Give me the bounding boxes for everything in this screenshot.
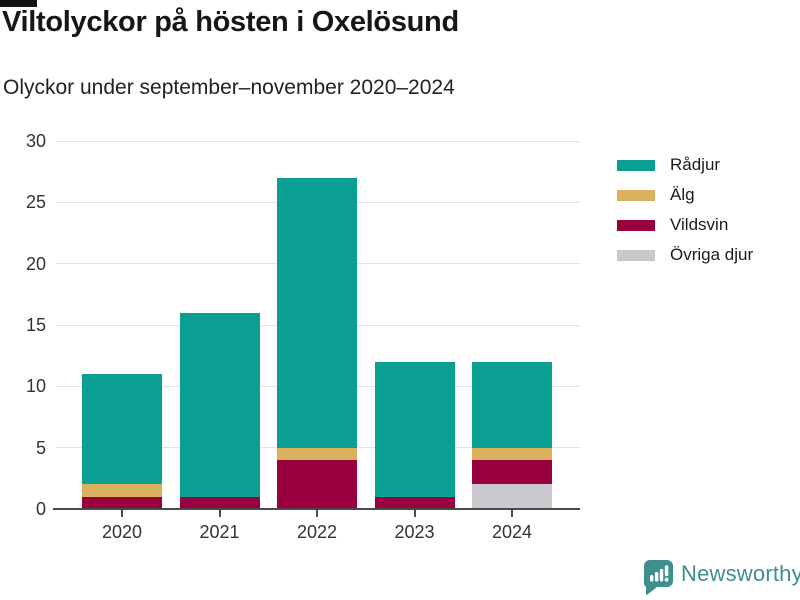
y-axis-tick-label: 15 — [25, 315, 46, 335]
bar-segment-2023-Vildsvin — [374, 496, 455, 509]
bar-segment-2022-Rådjur — [277, 177, 357, 448]
x-axis-tick-label: 2023 — [394, 522, 435, 542]
x-axis-tick-label: 2021 — [199, 522, 240, 542]
y-axis-tick-label: 30 — [25, 131, 46, 151]
x-axis-tick-label: 2024 — [491, 522, 533, 542]
newsworthy-logo: Newsworthy — [643, 558, 800, 596]
bar-segment-2024-Vildsvin — [472, 459, 552, 485]
bar-2024 — [472, 141, 552, 509]
y-axis-tick-label: 25 — [25, 192, 46, 213]
bar-segment-2021-Rådjur — [179, 312, 260, 497]
bar-2022 — [277, 141, 357, 509]
bar-2021 — [179, 141, 260, 509]
y-axis-tick-label: 5 — [35, 437, 46, 458]
x-axis-tick — [413, 510, 416, 517]
legend-swatch — [617, 159, 655, 171]
legend-label: Vildsvin — [670, 215, 729, 234]
x-axis-tick-label: 2020 — [101, 522, 143, 542]
bar-2020 — [82, 141, 162, 509]
gridline — [56, 140, 580, 142]
legend-swatch — [617, 219, 655, 231]
x-axis-tick — [121, 510, 123, 517]
legend-swatch — [617, 189, 655, 201]
legend-swatch — [617, 249, 655, 261]
chart-legend: Rådjur Älg Vildsvin Övriga djur — [617, 150, 797, 270]
y-axis-tick-label: 0 — [35, 499, 46, 519]
bar-segment-2023-Rådjur — [374, 361, 455, 497]
newsworthy-bubble-chart-icon — [643, 560, 673, 595]
bar-segment-2024-Rådjur — [472, 361, 552, 448]
x-axis-tick — [218, 510, 221, 517]
y-axis-tick-label: 10 — [25, 376, 46, 397]
x-axis-tick — [316, 510, 318, 517]
y-axis-tick-label: 20 — [25, 253, 46, 274]
legend-item-Älg: Älg — [617, 180, 797, 210]
legend-label: Älg — [670, 185, 695, 204]
bar-segment-2020-Vildsvin — [82, 496, 162, 509]
legend-item-Övriga djur: Övriga djur — [617, 240, 797, 270]
bar-segment-2022-Älg — [277, 447, 357, 460]
chart-subtitle: Olyckor under september–november 2020–20… — [3, 76, 455, 99]
x-axis-tick — [511, 510, 513, 517]
newsworthy-wordmark: Newsworthy — [681, 561, 800, 586]
bar-segment-2024-Älg — [472, 447, 552, 460]
bar-segment-2022-Vildsvin — [277, 459, 357, 509]
legend-item-Rådjur: Rådjur — [617, 150, 797, 180]
legend-label: Övriga djur — [670, 245, 754, 264]
bar-2023 — [374, 141, 455, 509]
bar-segment-2020-Rådjur — [82, 374, 162, 485]
bar-segment-2021-Vildsvin — [179, 496, 260, 509]
legend-item-Vildsvin: Vildsvin — [617, 210, 797, 240]
legend-label: Rådjur — [670, 155, 721, 174]
chart-title: Viltolyckor på hösten i Oxelösund — [2, 6, 459, 38]
x-axis-tick-label: 2022 — [296, 522, 338, 542]
bar-chart-plot-area: 0 5 10 15 20 25 30 2020 2021 2022 2023 2024 — [26, 131, 580, 542]
bar-segment-2020-Älg — [82, 484, 162, 497]
bar-segment-2024-Övriga djur — [472, 484, 552, 509]
x-axis-line — [53, 508, 580, 510]
corner-mark — [0, 0, 37, 7]
